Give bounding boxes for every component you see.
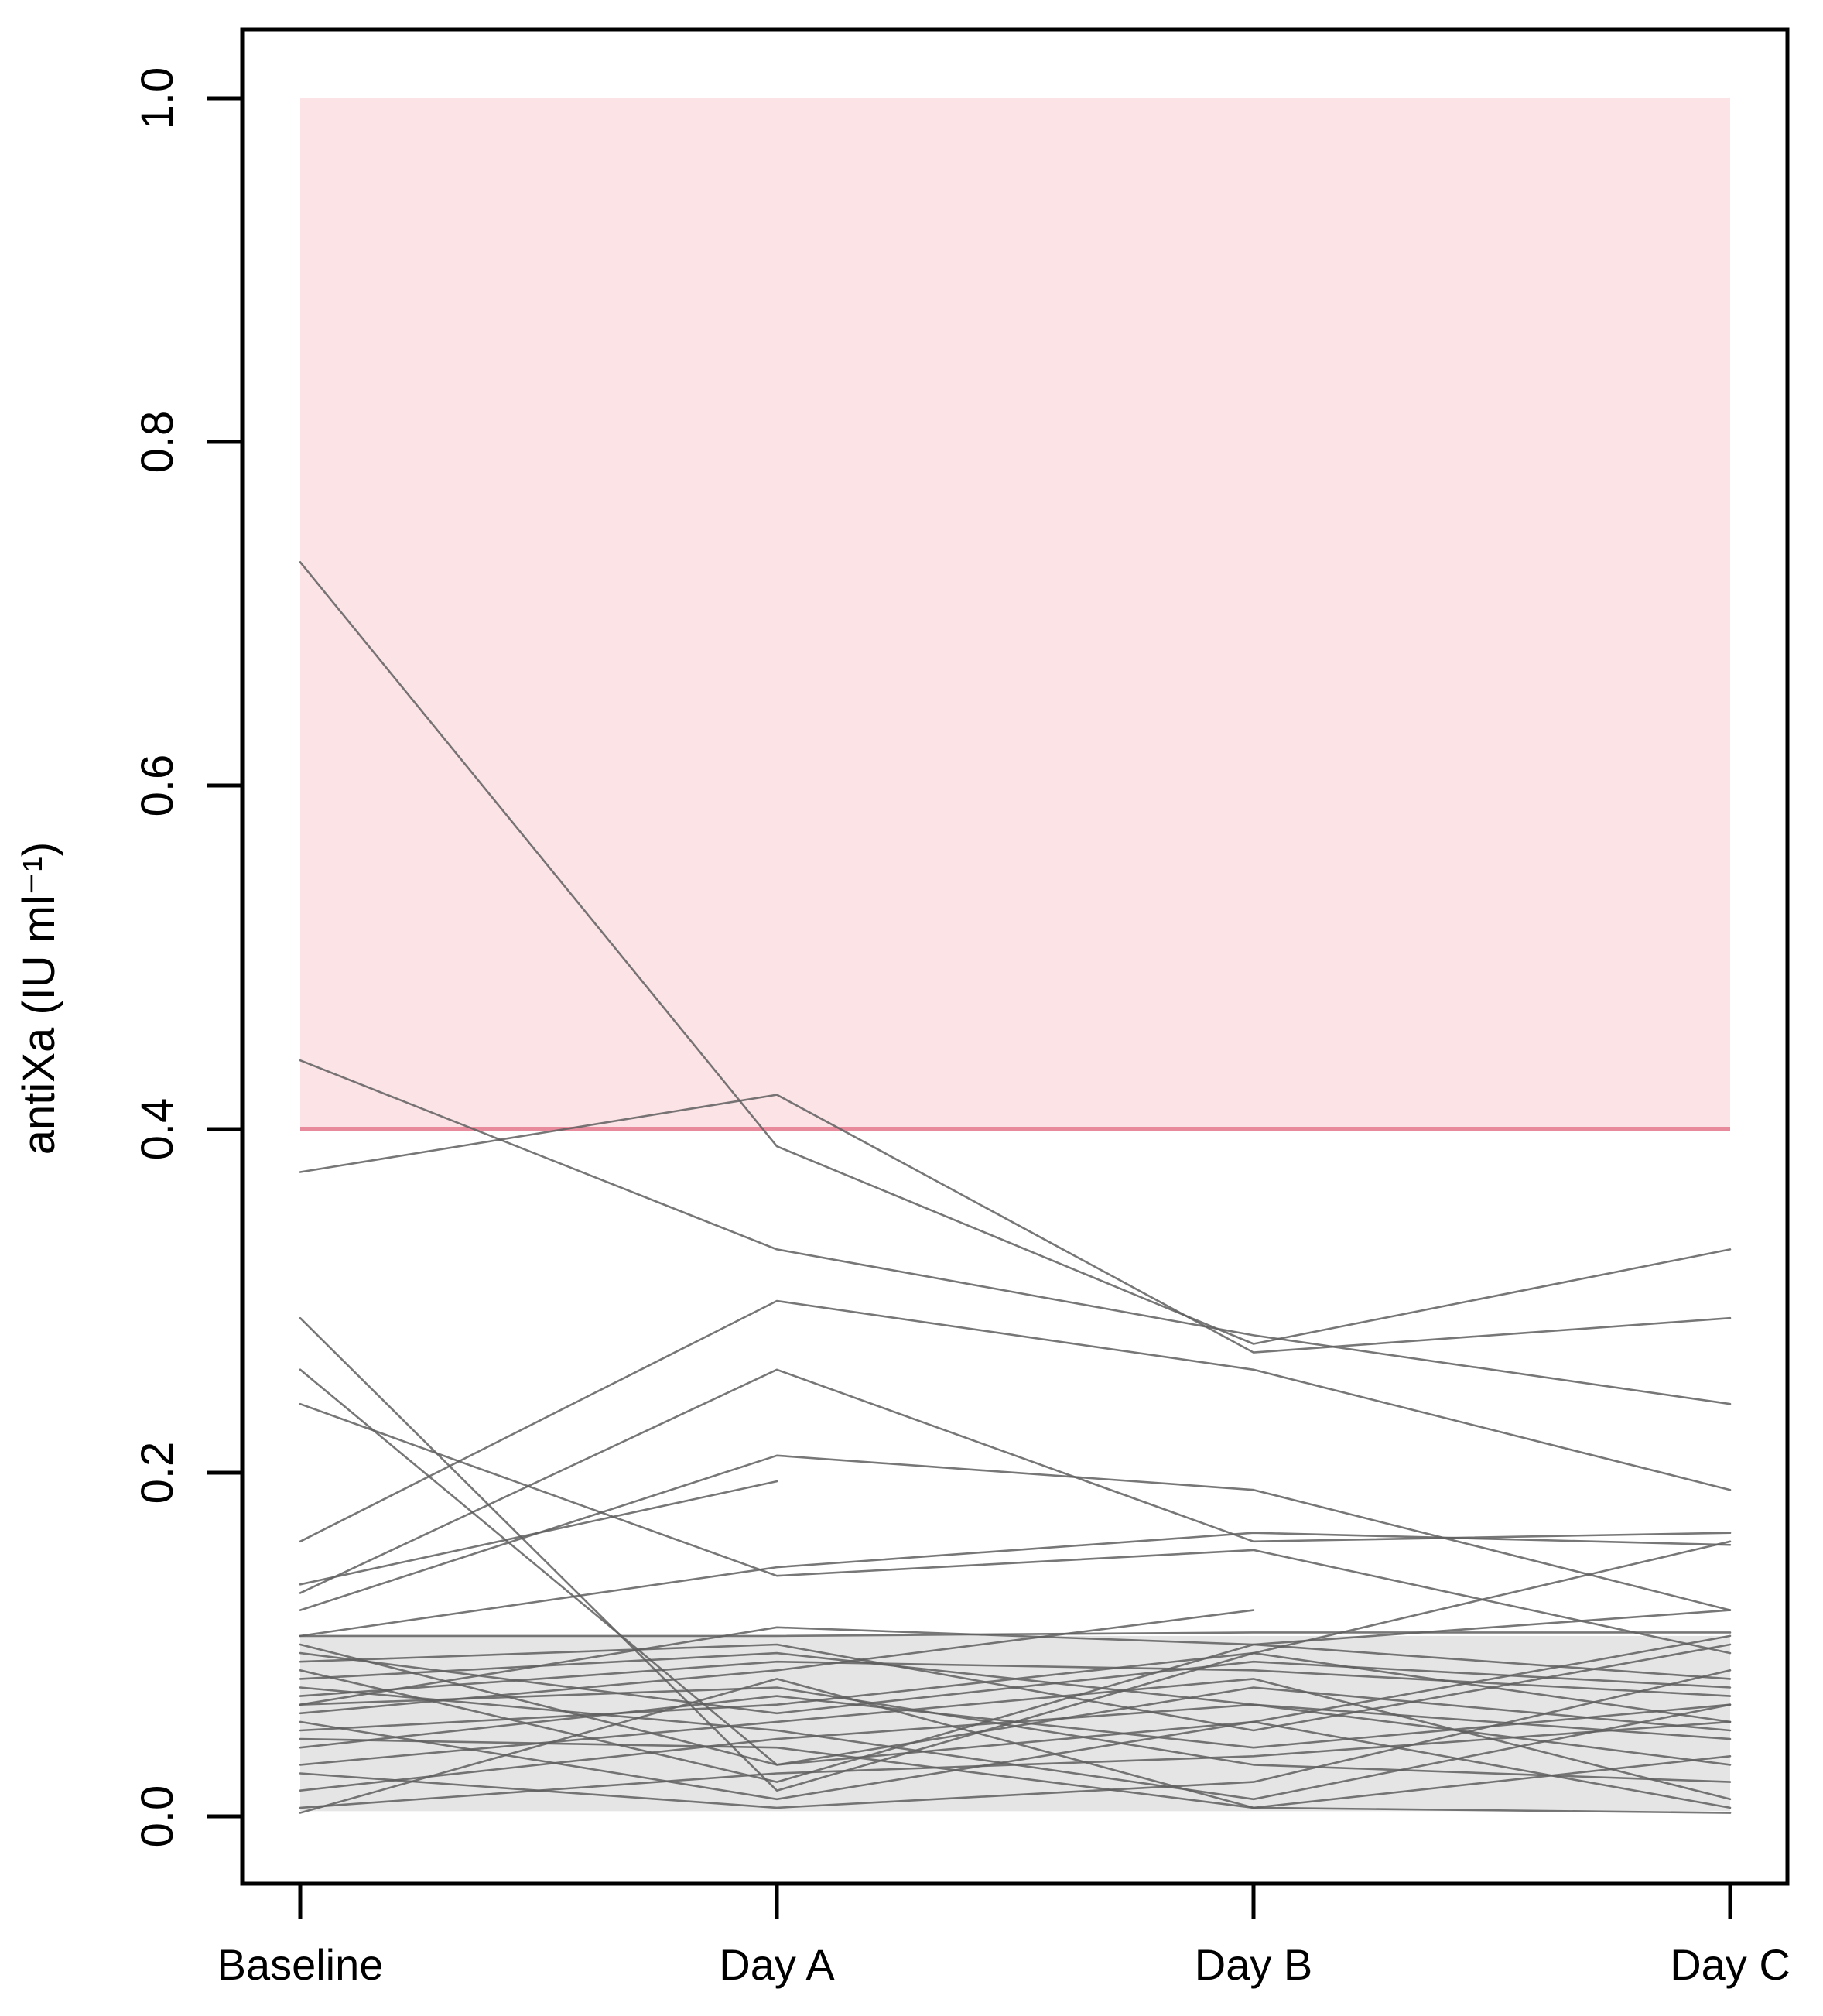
y-axis-ticks-group: 0.0 0.2 0.4 0.6 0.8 1.0 <box>132 67 242 1848</box>
y-tick-label: 0.4 <box>132 1098 183 1161</box>
x-tick-label-day-c: Day C <box>1670 1940 1791 1989</box>
series-line-subject-9 <box>299 1454 1732 1611</box>
series-line-subject-2 <box>299 1059 1732 1405</box>
series-line-subject-18 <box>299 1643 1732 1783</box>
series-line-subject-30 <box>299 1720 1732 1809</box>
series-line-subject-24 <box>299 1651 1732 1732</box>
y-axis-title: antiXa (IU ml⁻¹) <box>14 842 64 1155</box>
y-tick-label: 0.8 <box>132 411 183 474</box>
series-line-subject-22 <box>299 1686 1732 1783</box>
series-line-subject-3 <box>299 1094 1732 1354</box>
x-axis-ticks-group: Baseline Day A Day B Day C <box>217 1884 1791 1989</box>
series-line-subject-6 <box>299 1402 1732 1655</box>
series-lines-group <box>299 561 1732 1814</box>
series-line-subject-13 <box>299 1631 1732 1638</box>
shaded-bands-group <box>300 98 1730 1812</box>
series-line-subject-8 <box>299 1368 1732 1594</box>
series-line-subject-10 <box>299 1480 778 1586</box>
series-line-subject-7 <box>299 1299 1732 1543</box>
x-tick-label-day-a: Day A <box>719 1940 835 1989</box>
y-tick-label: 0.6 <box>132 755 183 817</box>
y-tick-label: 1.0 <box>132 67 183 130</box>
y-tick-label: 0.2 <box>132 1442 183 1504</box>
series-line-subject-29 <box>299 1703 1732 1792</box>
x-tick-label-baseline: Baseline <box>217 1940 384 1989</box>
series-line-subject-21 <box>299 1660 1732 1697</box>
series-line-subject-11 <box>299 1532 1732 1638</box>
x-tick-label-day-b: Day B <box>1195 1940 1313 1989</box>
therapeutic-high-band <box>300 98 1730 1129</box>
series-line-subject-1 <box>299 561 1732 1345</box>
plot-border <box>240 27 1790 1886</box>
series-line-subject-31 <box>299 1678 1732 1814</box>
series-line-subject-23 <box>299 1634 1732 1801</box>
y-tick-label: 0.0 <box>132 1785 183 1848</box>
